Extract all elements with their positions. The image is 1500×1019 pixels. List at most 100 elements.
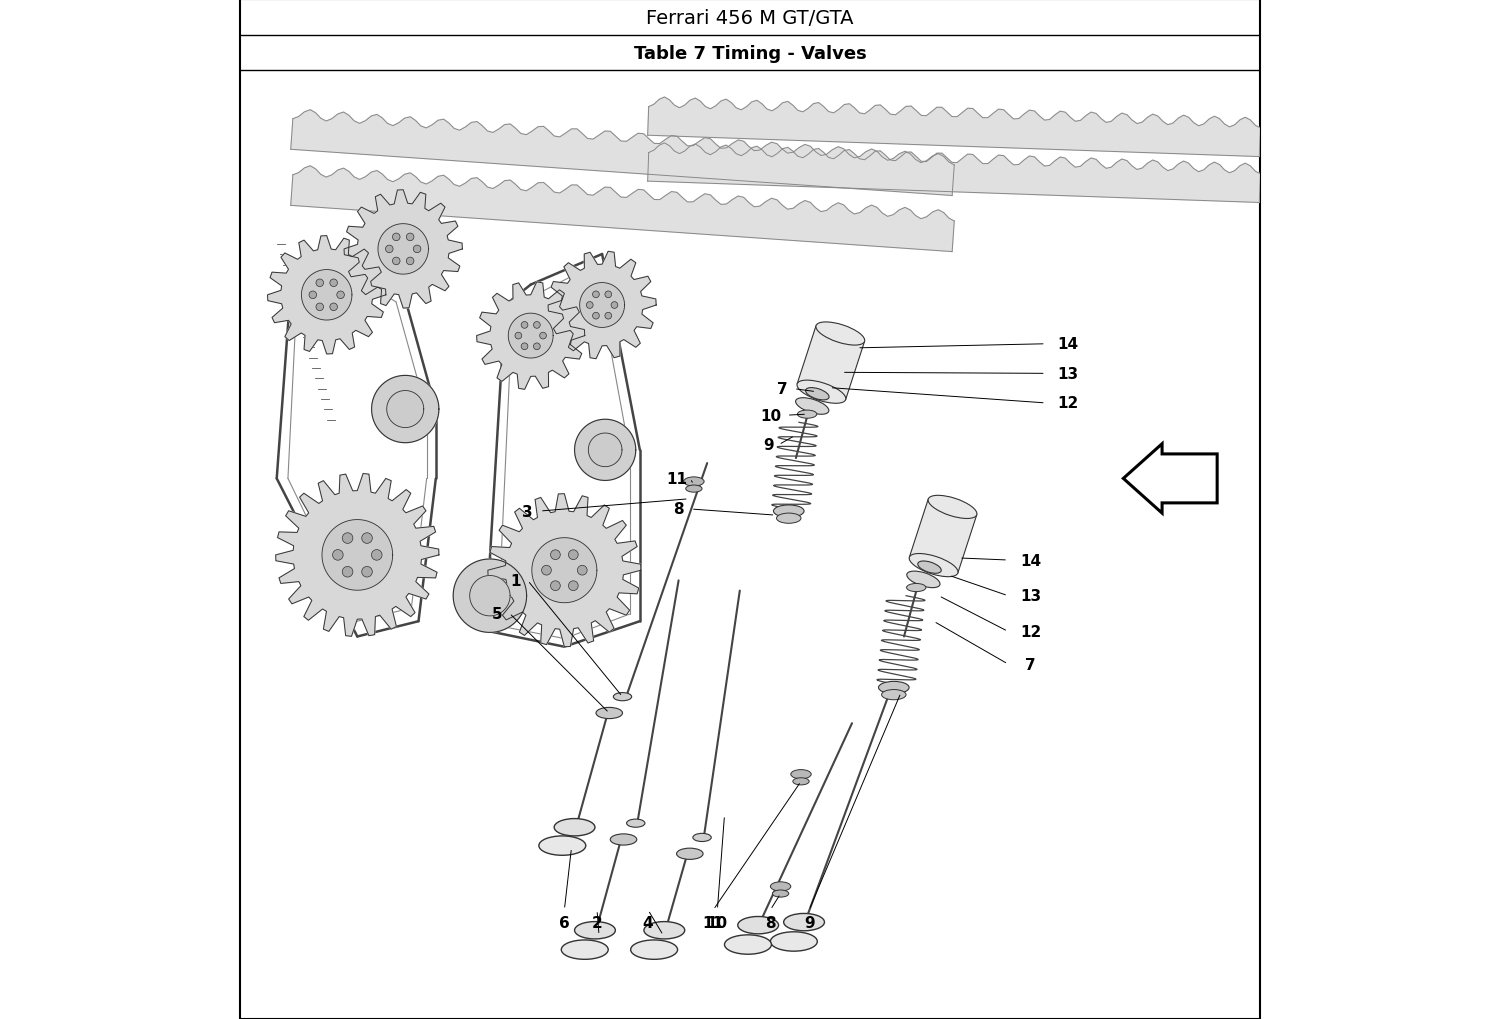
Ellipse shape: [882, 690, 906, 700]
Circle shape: [372, 550, 382, 560]
FancyArrow shape: [1124, 444, 1216, 514]
Polygon shape: [291, 111, 954, 197]
Text: 2: 2: [591, 915, 603, 929]
Circle shape: [362, 533, 372, 544]
Text: 11: 11: [666, 472, 687, 486]
Ellipse shape: [738, 917, 778, 933]
Circle shape: [578, 566, 586, 576]
Polygon shape: [302, 270, 352, 321]
Circle shape: [333, 550, 344, 560]
Polygon shape: [548, 252, 656, 360]
Ellipse shape: [724, 935, 771, 954]
Polygon shape: [648, 98, 1260, 157]
Circle shape: [568, 550, 578, 560]
Ellipse shape: [794, 779, 808, 785]
Polygon shape: [372, 376, 440, 443]
Polygon shape: [378, 224, 429, 275]
Text: 9: 9: [804, 915, 814, 929]
Polygon shape: [291, 167, 954, 253]
Circle shape: [534, 322, 540, 329]
Circle shape: [534, 343, 540, 351]
Text: 7: 7: [777, 382, 788, 396]
Circle shape: [342, 567, 352, 578]
Circle shape: [542, 566, 552, 576]
Ellipse shape: [790, 770, 812, 780]
Polygon shape: [267, 236, 386, 355]
Ellipse shape: [798, 411, 818, 419]
Circle shape: [406, 258, 414, 266]
Polygon shape: [453, 559, 526, 633]
Circle shape: [610, 303, 618, 309]
Ellipse shape: [684, 477, 703, 487]
Circle shape: [393, 258, 400, 266]
Text: 13: 13: [1058, 367, 1078, 381]
Ellipse shape: [816, 323, 864, 345]
Circle shape: [406, 233, 414, 242]
Ellipse shape: [928, 496, 976, 519]
Ellipse shape: [777, 514, 801, 524]
Polygon shape: [477, 282, 585, 390]
Ellipse shape: [908, 572, 940, 588]
Ellipse shape: [574, 921, 615, 940]
Ellipse shape: [806, 388, 830, 400]
Ellipse shape: [614, 693, 632, 701]
Ellipse shape: [554, 819, 596, 836]
Circle shape: [342, 533, 352, 544]
Circle shape: [540, 333, 546, 339]
Polygon shape: [322, 520, 393, 591]
Circle shape: [316, 304, 324, 312]
Ellipse shape: [774, 505, 804, 518]
Circle shape: [362, 567, 372, 578]
Ellipse shape: [610, 834, 638, 846]
Text: 10: 10: [760, 409, 782, 423]
Ellipse shape: [772, 891, 789, 898]
Text: 7: 7: [1024, 657, 1036, 672]
Circle shape: [514, 333, 522, 339]
Ellipse shape: [693, 834, 711, 842]
Circle shape: [586, 303, 592, 309]
Polygon shape: [387, 391, 424, 428]
Ellipse shape: [771, 881, 790, 891]
Circle shape: [604, 291, 612, 299]
Circle shape: [330, 279, 338, 287]
Text: 10: 10: [706, 915, 728, 929]
Text: Table 7 Timing - Valves: Table 7 Timing - Valves: [633, 45, 867, 63]
Ellipse shape: [795, 398, 830, 415]
Circle shape: [520, 343, 528, 351]
Circle shape: [592, 313, 600, 320]
Text: 9: 9: [764, 438, 774, 452]
Text: 4: 4: [642, 915, 654, 929]
Ellipse shape: [627, 819, 645, 827]
Circle shape: [316, 279, 324, 287]
Polygon shape: [574, 420, 636, 481]
Polygon shape: [579, 283, 624, 328]
Circle shape: [330, 304, 338, 312]
Polygon shape: [532, 538, 597, 603]
Circle shape: [393, 233, 400, 242]
Polygon shape: [909, 499, 976, 574]
Text: 3: 3: [522, 504, 532, 519]
Ellipse shape: [796, 381, 846, 404]
Ellipse shape: [906, 584, 926, 592]
Text: 12: 12: [1058, 396, 1078, 411]
Circle shape: [550, 550, 561, 560]
Ellipse shape: [783, 913, 825, 931]
Circle shape: [520, 322, 528, 329]
Text: 1: 1: [510, 574, 520, 588]
Text: 11: 11: [704, 915, 724, 929]
Polygon shape: [796, 326, 864, 400]
Text: 6: 6: [560, 915, 570, 929]
Text: 13: 13: [1020, 589, 1041, 603]
Circle shape: [386, 246, 393, 254]
Ellipse shape: [918, 561, 942, 574]
Ellipse shape: [909, 554, 958, 577]
Ellipse shape: [879, 682, 909, 694]
Ellipse shape: [630, 940, 678, 960]
Text: 8: 8: [765, 915, 776, 929]
Ellipse shape: [596, 707, 622, 719]
Circle shape: [550, 581, 561, 591]
Text: Ferrari 456 M GT/GTA: Ferrari 456 M GT/GTA: [646, 9, 854, 28]
Circle shape: [568, 581, 578, 591]
Ellipse shape: [686, 485, 702, 493]
Ellipse shape: [676, 848, 703, 859]
